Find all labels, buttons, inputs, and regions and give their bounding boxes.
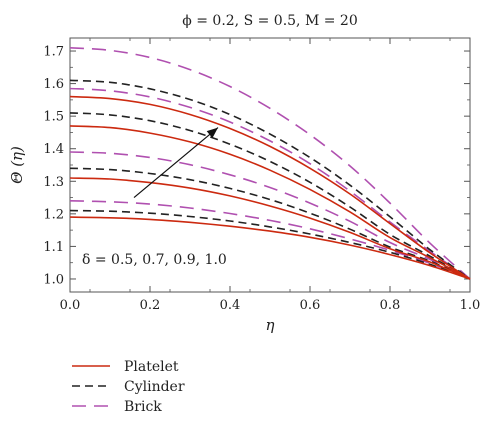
series-line-cylinder-0 — [69, 209, 471, 280]
x-axis-label: η — [266, 316, 275, 334]
x-tick-label: 0.4 — [220, 298, 241, 313]
legend-label-cylinder: Cylinder — [124, 379, 185, 395]
series-line-brick-1 — [69, 151, 471, 280]
y-tick-label: 1.6 — [43, 77, 64, 92]
y-axis-label: Θ (η) — [8, 146, 26, 184]
series-line-brick-0 — [69, 200, 471, 280]
series-line-brick-3 — [69, 47, 471, 280]
y-tick-label: 1.4 — [43, 142, 64, 157]
y-tick-label: 1.1 — [43, 240, 64, 255]
x-tick-label: 1.0 — [460, 298, 481, 313]
y-tick-label: 1.0 — [43, 272, 64, 287]
series-line-platelet-0 — [69, 216, 471, 280]
trend-arrow-line — [133, 127, 219, 199]
series-line-platelet-1 — [69, 177, 471, 280]
legend-label-brick: Brick — [124, 399, 162, 415]
series-line-cylinder-2 — [69, 112, 471, 280]
y-tick-label: 1.2 — [43, 207, 64, 222]
delta-annotation: δ = 0.5, 0.7, 0.9, 1.0 — [82, 252, 227, 268]
legend: Platelet Cylinder Brick — [72, 359, 185, 415]
x-tick-label: 0.6 — [300, 298, 321, 313]
legend-label-platelet: Platelet — [124, 359, 179, 375]
y-tick-label: 1.7 — [43, 45, 64, 60]
series-line-platelet-2 — [69, 125, 471, 280]
y-tick-label: 1.3 — [43, 175, 64, 190]
series-line-cylinder-3 — [69, 79, 471, 280]
series-line-cylinder-1 — [69, 167, 471, 280]
axes: 0.0 0.2 0.4 0.6 0.8 1.0 1.0 1.1 1.2 1.3 1.4 1.5 1.6 1… — [43, 37, 481, 313]
series-line-platelet-3 — [69, 95, 471, 280]
annotations: δ = 0.5, 0.7, 0.9, 1.0 — [82, 127, 227, 268]
trend-arrow-head — [206, 127, 218, 139]
y-tick-label: 1.5 — [43, 110, 64, 125]
series-lines — [69, 47, 471, 280]
chart-title: ϕ = 0.2, S = 0.5, M = 20 — [182, 13, 358, 29]
x-tick-label: 0.8 — [380, 298, 401, 313]
series-line-brick-2 — [69, 87, 471, 280]
x-tick-label: 0.0 — [60, 298, 81, 313]
x-tick-label: 0.2 — [140, 298, 161, 313]
axis-labels: η Θ (η) — [8, 146, 275, 334]
